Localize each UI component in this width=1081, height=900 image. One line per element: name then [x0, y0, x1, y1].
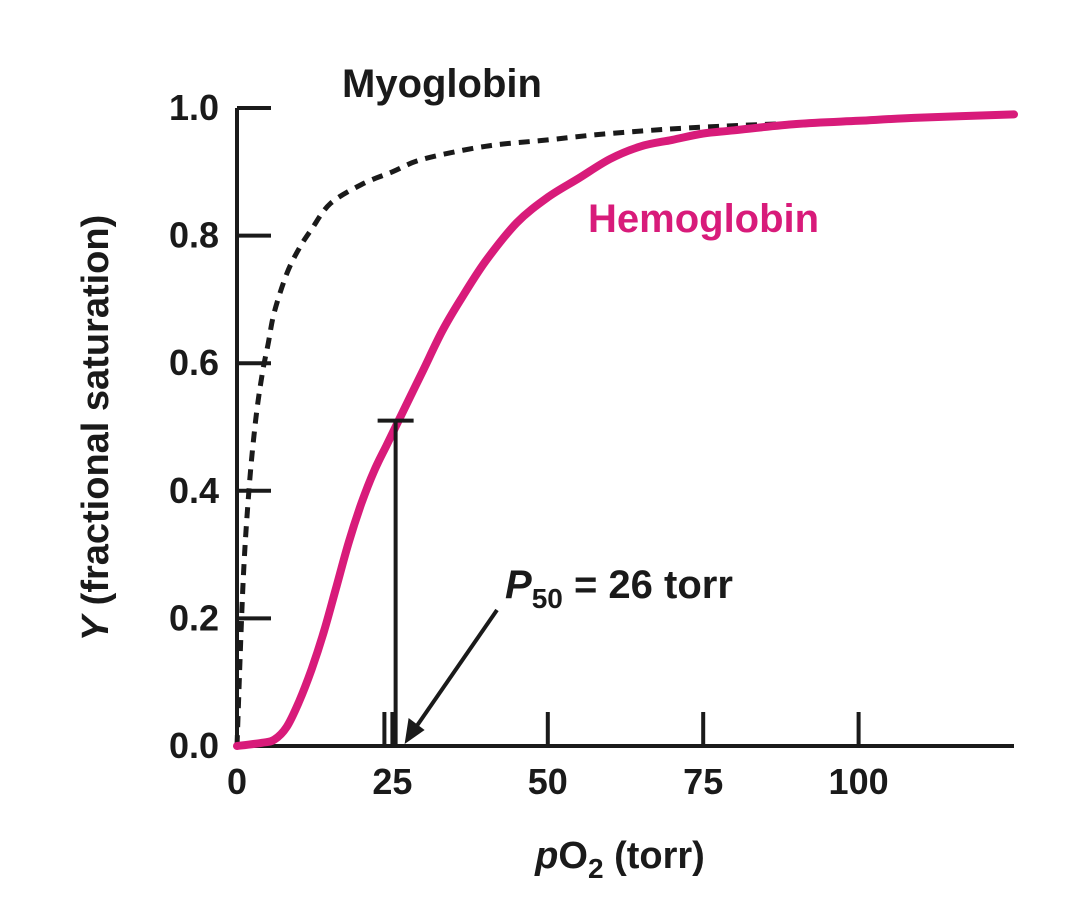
p50-sub: 50 — [532, 583, 563, 614]
x-axis-main: O — [558, 835, 588, 877]
annotations — [377, 418, 499, 746]
y-tick-label: 0.0 — [169, 725, 219, 766]
y-axis-rest: (fractional saturation) — [75, 215, 117, 616]
y-tick-label: 1.0 — [169, 87, 219, 128]
y-tick-label: 0.8 — [169, 215, 219, 256]
p50-label: P50 = 26 torr — [505, 563, 733, 614]
x-tick-label: 75 — [683, 761, 723, 802]
ticks: 0.0 0.2 0.4 0.6 0.8 1.0 0 25 50 75 100 — [169, 87, 889, 802]
myoglobin-curve — [234, 111, 1015, 747]
x-axis-title: pO2 (torr) — [534, 835, 705, 884]
x-tick-label: 50 — [528, 761, 568, 802]
y-axis-title: Y (fractional saturation) — [75, 215, 117, 642]
series — [233, 110, 1018, 750]
p50-arrow-line — [410, 608, 499, 734]
y-tick-label: 0.6 — [169, 342, 219, 383]
hemoglobin-label: Hemoglobin — [588, 197, 819, 241]
y-tick-label: 0.4 — [169, 470, 219, 511]
x-axis-suffix: (torr) — [604, 835, 705, 877]
y-tick-label: 0.2 — [169, 597, 219, 638]
p50-var: P — [505, 563, 532, 607]
p50-arrowhead — [404, 718, 425, 744]
x-axis-prefix: p — [534, 835, 558, 877]
x-tick-label: 0 — [227, 761, 247, 802]
p50-text: = 26 torr — [563, 563, 733, 607]
x-tick-label: 25 — [372, 761, 412, 802]
x-axis-sub: 2 — [588, 853, 604, 884]
x-tick-label: 100 — [829, 761, 889, 802]
y-axis-var: Y — [75, 612, 117, 641]
axes — [235, 108, 1014, 748]
myoglobin-label: Myoglobin — [342, 62, 542, 106]
hemoglobin-curve — [233, 110, 1018, 750]
